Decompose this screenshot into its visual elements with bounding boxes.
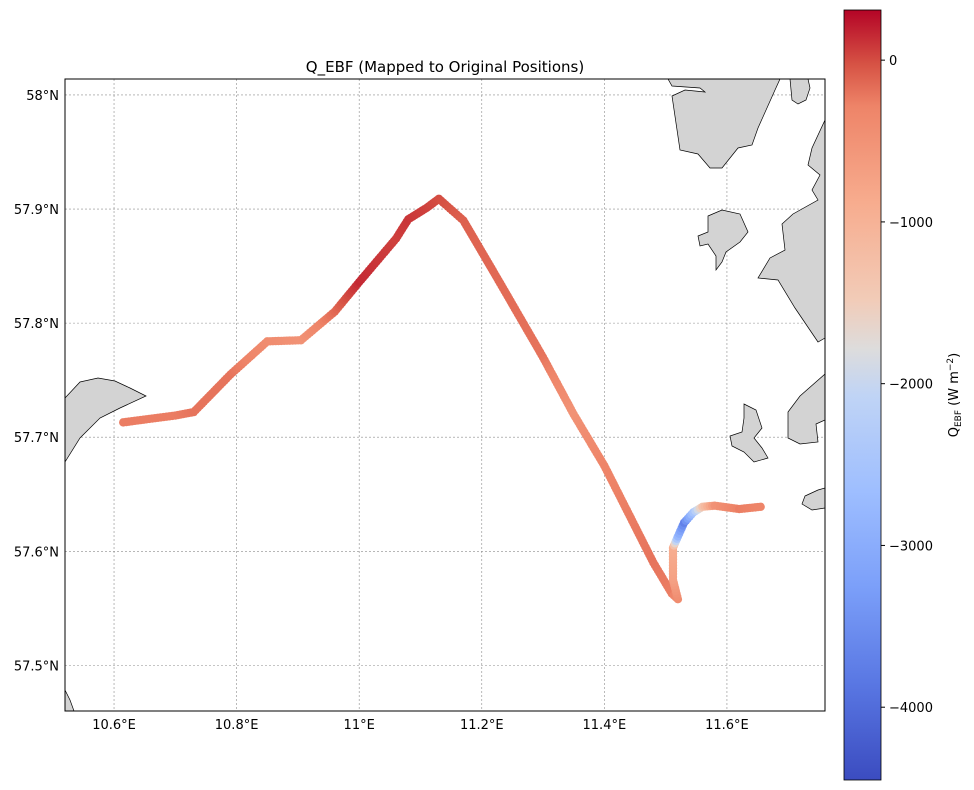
colorbar: 0 −1000 −2000 −3000 −4000 QEBF (W m−2): [843, 9, 964, 781]
map-frame: [64, 78, 826, 712]
y-tick-label: 57.9°N: [14, 203, 59, 218]
y-tick-label: 58°N: [26, 89, 59, 104]
land-island-middle: [697, 209, 749, 272]
land-denmark-southwest: [65, 689, 75, 711]
colorbar-label: QEBF (W m−2): [946, 353, 964, 438]
y-tick-label: 57.5°N: [14, 659, 59, 674]
land-sweden-north: [667, 79, 781, 169]
land-island-north-tip: [789, 79, 811, 105]
x-tick-label: 10.6°E: [92, 718, 136, 733]
x-axis-ticks: 10.6°E 10.8°E 11°E 11.2°E 11.4°E 11.6°E: [92, 718, 749, 733]
x-tick-label: 11.4°E: [583, 718, 627, 733]
colorbar-ticks: 0 −1000 −2000 −3000 −4000: [881, 54, 933, 716]
y-tick-label: 57.7°N: [14, 431, 59, 446]
x-tick-label: 11°E: [344, 718, 375, 733]
land-denmark-northwest: [65, 377, 147, 463]
colorbar-tick-label: −1000: [889, 216, 933, 231]
colorbar-tick-label: −4000: [889, 701, 933, 716]
colorbar-label-close: ): [947, 353, 962, 358]
grid-lines-y: [65, 94, 825, 666]
land-sweden-east-lower: [787, 373, 825, 445]
ship-track: [119, 194, 765, 604]
colorbar-label-sub: EBF: [954, 410, 964, 427]
track-point: [756, 502, 765, 511]
colorbar-label-units: (W m: [947, 371, 962, 410]
colorbar-tick-label: 0: [889, 54, 897, 69]
x-tick-label: 11.6°E: [705, 718, 749, 733]
land-island-east-small: [801, 487, 825, 511]
colorbar-label-main: Q: [947, 427, 962, 437]
y-axis-ticks: 57.5°N 57.6°N 57.7°N 57.8°N 57.9°N 58°N: [14, 89, 59, 674]
colorbar-tick-label: −2000: [889, 378, 933, 393]
x-tick-label: 10.8°E: [215, 718, 259, 733]
y-tick-label: 57.8°N: [14, 317, 59, 332]
x-tick-label: 11.2°E: [460, 718, 504, 733]
land-island-south: [729, 403, 769, 463]
colorbar-gradient: [843, 9, 882, 781]
colorbar-tick-label: −3000: [889, 539, 933, 554]
chart-title: Q_EBF (Mapped to Original Positions): [306, 58, 584, 77]
land-sweden-east-upper: [757, 119, 825, 343]
colorbar-label-exp: −2: [946, 358, 956, 371]
y-tick-label: 57.6°N: [14, 545, 59, 560]
